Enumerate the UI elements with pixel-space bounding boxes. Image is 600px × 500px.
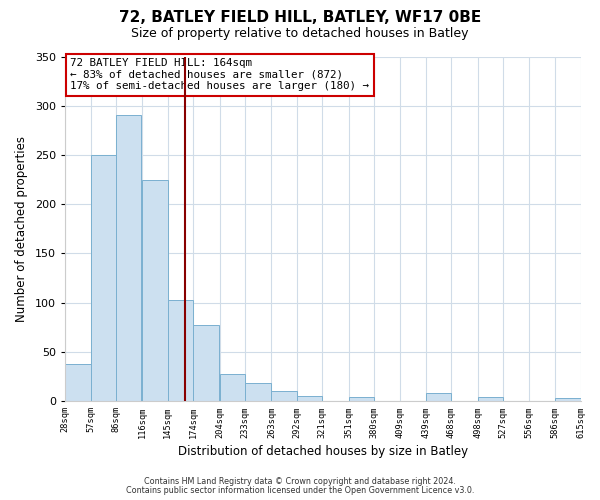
Bar: [245, 384, 271, 401]
Text: Contains HM Land Registry data © Crown copyright and database right 2024.: Contains HM Land Registry data © Crown c…: [144, 477, 456, 486]
Bar: [297, 396, 322, 401]
Bar: [555, 398, 581, 401]
Bar: [168, 300, 193, 401]
Bar: [65, 364, 91, 401]
Bar: [478, 398, 503, 401]
Bar: [426, 394, 451, 401]
Bar: [349, 398, 374, 401]
Bar: [142, 180, 168, 401]
Bar: [116, 114, 142, 401]
Bar: [91, 155, 116, 401]
Y-axis label: Number of detached properties: Number of detached properties: [15, 136, 28, 322]
Text: Contains public sector information licensed under the Open Government Licence v3: Contains public sector information licen…: [126, 486, 474, 495]
Text: 72, BATLEY FIELD HILL, BATLEY, WF17 0BE: 72, BATLEY FIELD HILL, BATLEY, WF17 0BE: [119, 10, 481, 25]
Text: 72 BATLEY FIELD HILL: 164sqm
← 83% of detached houses are smaller (872)
17% of s: 72 BATLEY FIELD HILL: 164sqm ← 83% of de…: [70, 58, 369, 92]
Bar: [193, 326, 219, 401]
Text: Size of property relative to detached houses in Batley: Size of property relative to detached ho…: [131, 28, 469, 40]
Bar: [271, 392, 297, 401]
X-axis label: Distribution of detached houses by size in Batley: Distribution of detached houses by size …: [178, 444, 468, 458]
Bar: [220, 374, 245, 401]
